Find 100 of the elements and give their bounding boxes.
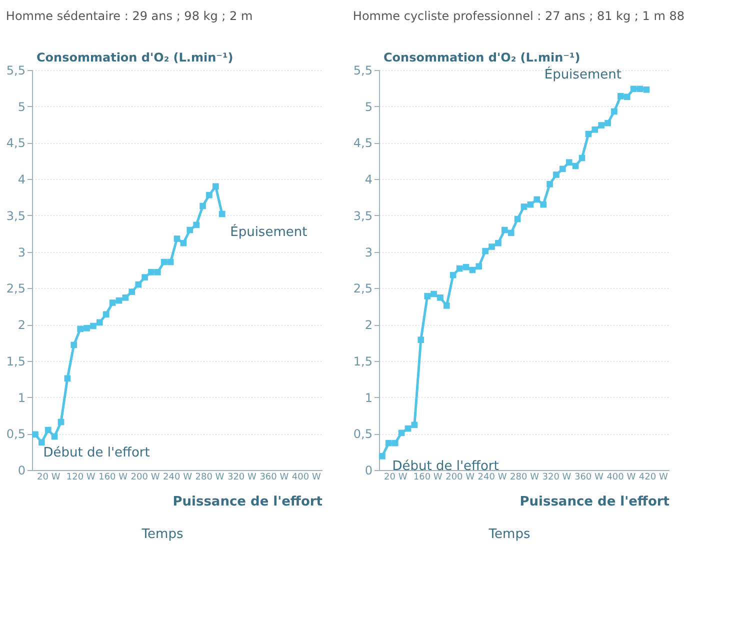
x-tick-label: 280 W <box>195 472 224 482</box>
x-tick-label: 160 W <box>413 472 442 482</box>
point <box>566 159 572 166</box>
point <box>643 86 650 93</box>
point <box>96 319 103 326</box>
x-tick-label: 200 W <box>446 472 475 482</box>
x-tick-label: 120 W <box>66 472 96 482</box>
y-tick-label: 4 <box>18 172 26 187</box>
y-tick-label: 0 <box>18 464 26 478</box>
point <box>469 266 476 274</box>
y-tick-label: 3,5 <box>353 208 372 223</box>
y-tick-label: 5,5 <box>353 64 372 78</box>
point <box>180 240 187 246</box>
point <box>392 440 398 446</box>
point <box>508 230 514 236</box>
point <box>154 269 161 276</box>
text: Temps <box>488 527 530 542</box>
point <box>212 183 219 190</box>
x-tick-label: 360 W <box>260 472 289 482</box>
point <box>437 294 444 301</box>
point <box>44 426 52 434</box>
x-tick-label: 320 W <box>227 472 257 482</box>
y-tick-label: 0 <box>364 464 372 478</box>
y-tick-label: 5 <box>18 100 26 114</box>
y-tick-label: 2 <box>18 318 26 332</box>
x-tick-label: 280 W <box>510 472 540 482</box>
x-axis-title: Puissance de l'effort <box>172 494 322 510</box>
point <box>206 192 212 198</box>
y-tick-label: 5 <box>364 100 372 114</box>
point <box>418 336 424 343</box>
y-tick-label: 3,5 <box>6 208 26 223</box>
point <box>135 281 142 288</box>
point <box>148 269 154 276</box>
point <box>38 439 45 446</box>
annotation: Épuisement <box>544 66 622 83</box>
point <box>560 166 566 172</box>
y-tick-label: 1,5 <box>353 354 372 368</box>
point <box>404 425 412 432</box>
point <box>540 201 546 208</box>
point <box>611 108 618 115</box>
point <box>592 126 598 133</box>
x-tick-label: 20 W <box>37 472 60 482</box>
point <box>102 311 110 318</box>
point <box>546 181 553 188</box>
y-axis-title: Consommation d'O₂ (L.min⁻¹) <box>36 50 234 64</box>
point <box>70 342 78 348</box>
point <box>84 325 90 332</box>
y-tick-label: 5,5 <box>6 64 26 78</box>
point <box>430 290 437 298</box>
y-tick-label: 0,5 <box>6 427 26 442</box>
point <box>624 94 630 100</box>
point <box>386 440 392 446</box>
annotation: Début de l'effort <box>43 445 150 460</box>
y-tick-label: 1 <box>18 390 26 405</box>
point <box>116 297 122 304</box>
y-tick-label: 4,5 <box>353 136 372 150</box>
x-tick-label: 240 W <box>163 472 192 482</box>
x-tick-label: 20 W <box>384 472 408 482</box>
point <box>514 216 521 222</box>
point <box>411 422 418 428</box>
text: Temps <box>140 527 184 542</box>
annotation: Début de l'effort <box>392 459 499 474</box>
point <box>32 431 38 438</box>
y-tick-label: 1,5 <box>6 354 26 368</box>
chart-title: Homme sédentaire : 29 ans ; 98 kg ; 2 m <box>6 9 253 23</box>
point <box>142 274 148 280</box>
point <box>520 204 528 210</box>
point <box>630 86 637 92</box>
point <box>585 130 592 138</box>
y-tick-label: 4 <box>364 172 372 187</box>
point <box>379 453 386 460</box>
point <box>200 202 206 210</box>
point <box>636 86 644 92</box>
point <box>534 196 540 203</box>
point <box>456 265 463 272</box>
point <box>482 248 488 254</box>
x-tick-label: 200 W <box>130 472 160 482</box>
x-tick-label: 400 W <box>606 472 636 482</box>
point <box>90 322 96 330</box>
point <box>398 430 405 436</box>
x-tick-label: 420 W <box>638 472 668 482</box>
point <box>527 201 534 208</box>
point <box>553 172 560 178</box>
point <box>450 272 456 278</box>
point <box>174 236 180 242</box>
y-tick-label: 4,5 <box>6 136 26 150</box>
x-tick-label: 360 W <box>574 472 604 482</box>
x-axis-title: Puissance de l'effort <box>520 494 670 510</box>
point <box>167 258 174 266</box>
point <box>424 293 430 300</box>
point <box>495 240 502 246</box>
point <box>618 93 624 100</box>
y-tick-label: 3 <box>18 245 26 260</box>
y-tick-label: 3 <box>364 245 372 260</box>
point <box>122 294 129 301</box>
point <box>572 162 579 170</box>
point <box>77 326 84 332</box>
point <box>604 120 611 126</box>
point <box>109 300 116 306</box>
point <box>578 154 586 162</box>
